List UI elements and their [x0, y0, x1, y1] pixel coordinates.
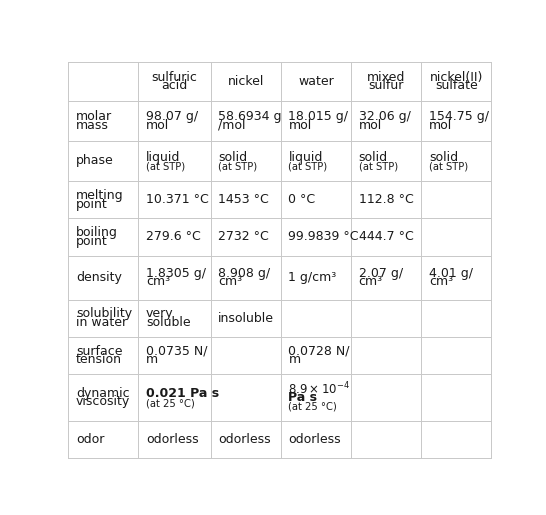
- Text: 2.07 g/: 2.07 g/: [359, 267, 403, 280]
- Text: 112.8 °C: 112.8 °C: [359, 193, 413, 206]
- Text: in water: in water: [76, 316, 127, 329]
- Text: 32.06 g/: 32.06 g/: [359, 110, 411, 123]
- Text: (at STP): (at STP): [218, 162, 257, 171]
- Text: odorless: odorless: [146, 433, 199, 446]
- Text: mol: mol: [359, 119, 382, 132]
- Text: 0.0728 N/: 0.0728 N/: [288, 345, 350, 357]
- Text: (at STP): (at STP): [146, 162, 185, 171]
- Text: 1 g/cm³: 1 g/cm³: [288, 271, 337, 284]
- Text: nickel(II): nickel(II): [430, 71, 483, 83]
- Text: Pa s: Pa s: [288, 391, 317, 404]
- Text: 444.7 °C: 444.7 °C: [359, 231, 413, 244]
- Text: liquid: liquid: [146, 151, 180, 164]
- Text: m: m: [146, 353, 158, 366]
- Text: 1.8305 g/: 1.8305 g/: [146, 267, 206, 280]
- Text: cm³: cm³: [359, 276, 383, 288]
- Text: mol: mol: [146, 119, 169, 132]
- Text: point: point: [76, 198, 108, 211]
- Text: dynamic: dynamic: [76, 387, 129, 400]
- Text: 279.6 °C: 279.6 °C: [146, 231, 201, 244]
- Text: mol: mol: [429, 119, 452, 132]
- Text: very: very: [146, 307, 174, 320]
- Text: tension: tension: [76, 353, 122, 366]
- Text: 58.6934 g: 58.6934 g: [218, 110, 282, 123]
- Text: insoluble: insoluble: [218, 312, 274, 324]
- Text: mixed: mixed: [367, 71, 405, 83]
- Text: acid: acid: [162, 79, 188, 92]
- Text: 98.07 g/: 98.07 g/: [146, 110, 198, 123]
- Text: odor: odor: [76, 433, 104, 446]
- Text: solid: solid: [218, 151, 247, 164]
- Text: 0 °C: 0 °C: [288, 193, 316, 206]
- Text: (at STP): (at STP): [288, 162, 328, 171]
- Text: 1453 °C: 1453 °C: [218, 193, 269, 206]
- Text: 0.021 Pa s: 0.021 Pa s: [146, 387, 219, 400]
- Text: surface: surface: [76, 345, 122, 357]
- Text: sulfate: sulfate: [435, 79, 478, 92]
- Text: cm³: cm³: [146, 276, 170, 288]
- Text: odorless: odorless: [288, 433, 341, 446]
- Text: $8.9\times10^{-4}$: $8.9\times10^{-4}$: [288, 381, 350, 397]
- Text: 18.015 g/: 18.015 g/: [288, 110, 348, 123]
- Text: point: point: [76, 235, 108, 248]
- Text: liquid: liquid: [288, 151, 323, 164]
- Text: molar: molar: [76, 110, 112, 123]
- Text: 2732 °C: 2732 °C: [218, 231, 269, 244]
- Text: (at 25 °C): (at 25 °C): [288, 401, 337, 411]
- Text: viscosity: viscosity: [76, 396, 130, 408]
- Text: 4.01 g/: 4.01 g/: [429, 267, 473, 280]
- Text: phase: phase: [76, 154, 114, 167]
- Text: 154.75 g/: 154.75 g/: [429, 110, 489, 123]
- Text: /mol: /mol: [218, 119, 246, 132]
- Text: solubility: solubility: [76, 307, 132, 320]
- Text: (at STP): (at STP): [359, 162, 397, 171]
- Text: sulfuric: sulfuric: [152, 71, 198, 83]
- Text: m: m: [288, 353, 300, 366]
- Text: mass: mass: [76, 119, 109, 132]
- Text: cm³: cm³: [429, 276, 453, 288]
- Text: (at STP): (at STP): [429, 162, 468, 171]
- Text: soluble: soluble: [146, 316, 191, 329]
- Text: odorless: odorless: [218, 433, 271, 446]
- Text: solid: solid: [429, 151, 458, 164]
- Text: solid: solid: [359, 151, 388, 164]
- Text: melting: melting: [76, 189, 123, 202]
- Text: nickel: nickel: [228, 75, 264, 88]
- Text: boiling: boiling: [76, 226, 118, 239]
- Text: sulfur: sulfur: [369, 79, 404, 92]
- Text: 10.371 °C: 10.371 °C: [146, 193, 209, 206]
- Text: 0.0735 N/: 0.0735 N/: [146, 345, 207, 357]
- Text: (at 25 °C): (at 25 °C): [146, 398, 195, 408]
- Text: mol: mol: [288, 119, 312, 132]
- Text: cm³: cm³: [218, 276, 242, 288]
- Text: 8.908 g/: 8.908 g/: [218, 267, 270, 280]
- Text: 99.9839 °C: 99.9839 °C: [288, 231, 359, 244]
- Text: water: water: [298, 75, 334, 88]
- Text: density: density: [76, 271, 122, 284]
